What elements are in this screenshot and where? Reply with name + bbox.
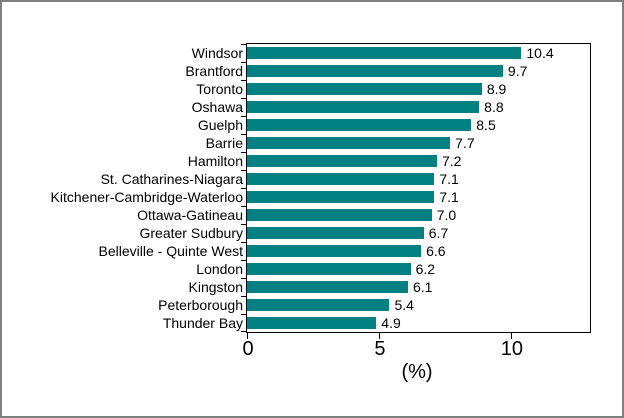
y-axis-tick — [241, 278, 246, 279]
value-label: 6.2 — [415, 261, 436, 277]
x-axis-tick — [510, 332, 512, 339]
bar-row: 9.7 — [247, 62, 590, 80]
bar — [247, 263, 411, 275]
category-label: Brantford — [185, 63, 243, 79]
x-axis-tick-label: 5 — [374, 338, 386, 360]
category-label: Oshawa — [191, 99, 243, 115]
bar — [247, 137, 451, 149]
x-axis-tick — [378, 332, 380, 339]
bar — [247, 191, 435, 203]
y-axis-tick — [241, 224, 246, 225]
y-axis-tick — [241, 188, 246, 189]
value-label: 6.6 — [426, 243, 446, 259]
category-label: London — [196, 261, 243, 277]
bar — [247, 83, 482, 95]
category-label: Windsor — [191, 45, 243, 61]
y-axis-tick — [241, 314, 246, 315]
category-label: Kingston — [188, 279, 243, 295]
y-axis-tick — [241, 62, 246, 63]
category-label: Greater Sudbury — [139, 225, 244, 241]
y-axis-tick — [241, 116, 246, 117]
bar-row: 7.1 — [247, 188, 590, 206]
value-label: 8.8 — [484, 99, 504, 115]
bar — [247, 209, 432, 221]
y-axis-tick — [241, 152, 246, 153]
value-label: 9.7 — [507, 63, 528, 79]
category-label: Peterborough — [158, 297, 243, 313]
bar — [247, 119, 472, 131]
bar-row: 6.6 — [247, 242, 590, 260]
bar — [247, 173, 435, 185]
bar — [247, 101, 480, 113]
bar-row: 7.7 — [247, 134, 590, 152]
y-axis-tick — [241, 98, 246, 99]
value-label: 6.7 — [428, 225, 449, 241]
bar-row: 5.4 — [247, 296, 590, 314]
value-label: 5.4 — [394, 297, 414, 313]
value-label: 7.2 — [441, 153, 462, 169]
bar-row: 6.2 — [247, 260, 590, 278]
value-label: 7.1 — [439, 171, 459, 187]
category-label: Hamilton — [187, 153, 243, 169]
category-label: Thunder Bay — [162, 315, 243, 331]
bar — [247, 227, 424, 239]
plot-area: 10.4 9.7 8.9 8.8 8.5 7.7 7.2 7.1 7.1 7.0 6.7 6.6 6.2… — [241, 43, 591, 339]
bar-row: 8.9 — [247, 80, 590, 98]
bar-row: 4.9 — [247, 314, 590, 332]
x-axis-tick — [247, 332, 248, 339]
value-label: 4.9 — [381, 315, 401, 331]
bar-row: 6.1 — [247, 278, 590, 296]
y-axis-tick — [241, 80, 246, 81]
category-label: Kitchener-Cambridge-Waterloo — [50, 189, 243, 205]
y-axis-tick — [241, 331, 246, 332]
category-label: Guelph — [197, 117, 243, 133]
category-label: Ottawa-Gatineau — [137, 207, 243, 223]
bar — [247, 245, 422, 257]
bar-row: 8.5 — [247, 116, 590, 134]
value-label: 10.4 — [526, 45, 554, 61]
value-label: 7.7 — [455, 135, 475, 151]
y-axis-tick — [241, 170, 246, 171]
y-axis-tick — [241, 296, 246, 297]
bar — [247, 281, 408, 293]
x-axis-tick-label: 10 — [500, 338, 523, 360]
bar-row: 6.7 — [247, 224, 590, 242]
value-label: 7.0 — [436, 207, 457, 223]
category-label: Belleville - Quinte West — [98, 243, 243, 259]
y-axis-tick — [241, 206, 246, 207]
y-axis-tick — [241, 242, 246, 243]
y-axis-tick — [241, 44, 246, 45]
bar — [247, 299, 390, 311]
bar-row: 10.4 — [247, 44, 590, 62]
value-label: 6.1 — [412, 279, 433, 295]
bar-row: 7.2 — [247, 152, 590, 170]
value-label: 7.1 — [439, 189, 459, 205]
x-axis-title: (%) — [401, 361, 433, 383]
bar — [247, 47, 522, 59]
category-label: Barrie — [205, 135, 243, 151]
value-label: 8.9 — [486, 81, 507, 97]
x-axis-tick-label: 0 — [242, 338, 254, 360]
bar-row: 7.0 — [247, 206, 590, 224]
bar-row: 7.1 — [247, 170, 590, 188]
bar-row: 8.8 — [247, 98, 590, 116]
category-label: Toronto — [196, 81, 243, 97]
y-axis-tick — [241, 134, 246, 135]
category-axis-labels: Windsor Brantford Toronto Oshawa Guelph Barri… — [2, 44, 243, 332]
category-label: St. Catharines-Niagara — [100, 171, 243, 187]
y-axis-tick — [241, 260, 246, 261]
bar — [247, 317, 377, 329]
value-label: 8.5 — [476, 117, 496, 133]
bar — [247, 65, 503, 77]
bar — [247, 155, 437, 167]
